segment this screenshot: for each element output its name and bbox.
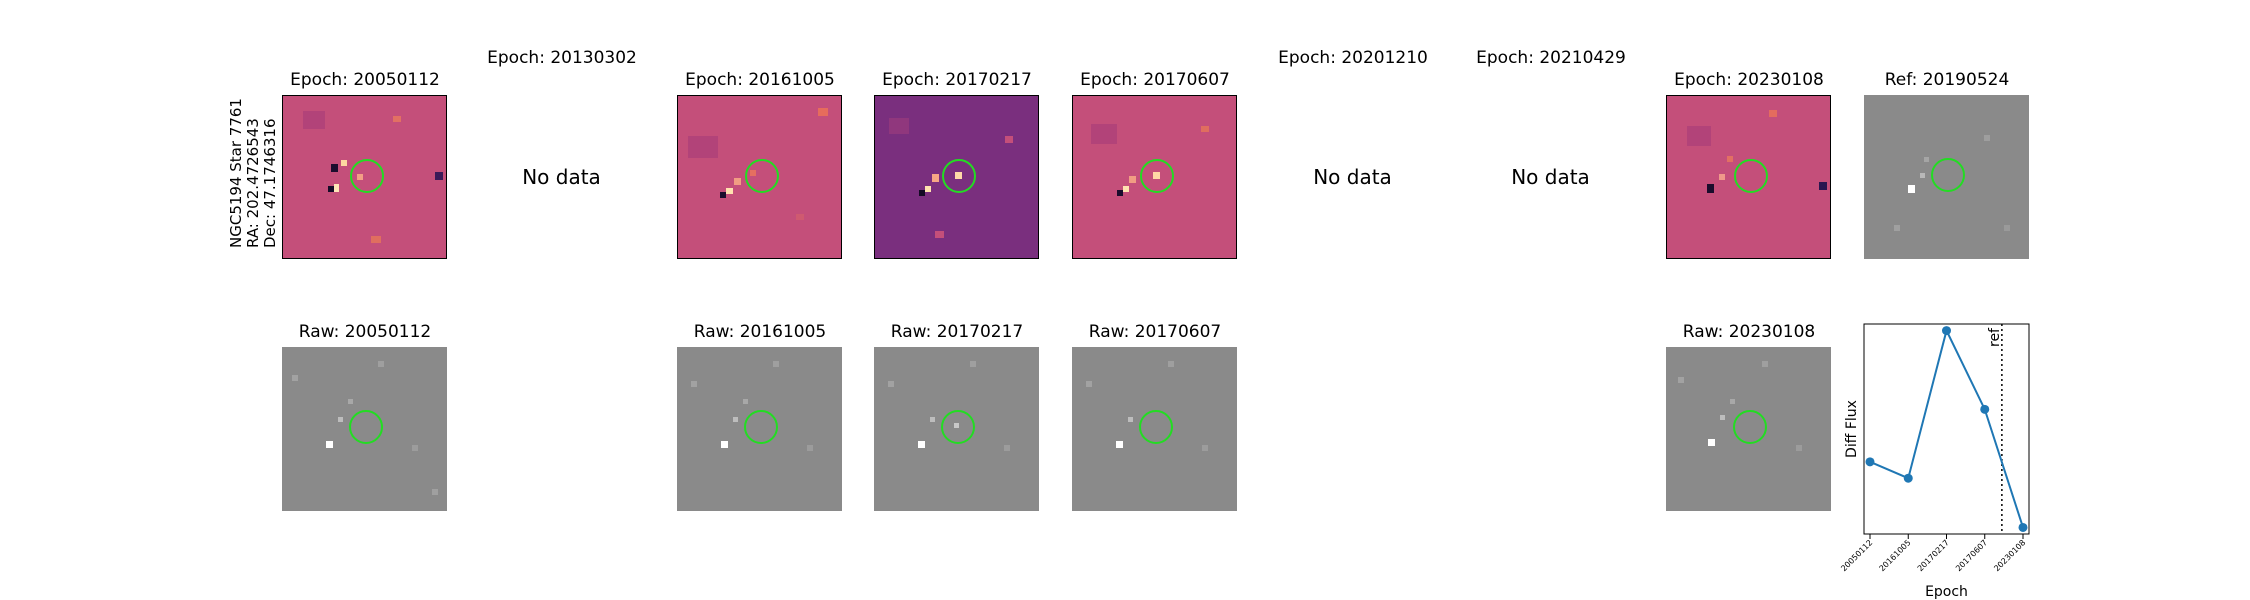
diff-image-1-graphic xyxy=(303,111,443,243)
x-tick-label-20161005: 20161005 xyxy=(1878,538,1913,573)
x-tick-label-20170607: 20170607 xyxy=(1954,538,1989,573)
y-axis-label: Diff Flux xyxy=(1844,400,1860,458)
no-data-20201210: No data xyxy=(1313,165,1392,189)
diff-image-8 xyxy=(1666,95,1831,259)
raw-image-1 xyxy=(282,347,447,511)
data-point-20161005 xyxy=(1903,473,1913,483)
diff-title-7: Epoch: 20210429 xyxy=(1476,48,1626,68)
diff-image-8-graphic xyxy=(1687,110,1827,193)
diff-image-3 xyxy=(677,95,842,259)
raw-image-4-graphic xyxy=(1086,361,1208,451)
diff-image-1 xyxy=(282,95,447,259)
raw-image-2 xyxy=(677,347,842,511)
data-point-20170607 xyxy=(1980,404,1990,414)
plot-frame xyxy=(1863,323,2030,535)
raw-image-3 xyxy=(874,347,1039,511)
raw-title-5: Raw: 20230108 xyxy=(1682,322,1816,342)
raw-title-2: Raw: 20161005 xyxy=(693,322,827,342)
data-point-20050112 xyxy=(1865,457,1875,467)
diff-title-5: Epoch: 20170607 xyxy=(1080,70,1230,90)
series-line xyxy=(1869,327,2024,528)
x-axis-label: Epoch xyxy=(1925,584,1968,600)
diff-title-8: Epoch: 20230108 xyxy=(1674,70,1824,90)
x-tick-label-20050112: 20050112 xyxy=(1840,538,1874,573)
diff-title-4: Epoch: 20170217 xyxy=(882,70,1032,90)
target-name: NGC5194 Star 7761 xyxy=(227,98,245,248)
target-label: NGC5194 Star 7761 RA: 202.4726543 Dec: 4… xyxy=(227,98,279,248)
diff-image-4 xyxy=(874,95,1039,259)
raw-image-5-graphic xyxy=(1678,361,1802,451)
raw-title-1: Raw: 20050112 xyxy=(298,322,432,342)
diff-image-5-graphic xyxy=(1091,124,1209,196)
ref-title: Ref: 20190524 xyxy=(1884,70,2010,90)
target-dec: Dec: 47.1746316 xyxy=(261,118,279,248)
data-point-20230108 xyxy=(2018,522,2028,532)
diff-image-4-graphic xyxy=(889,118,1013,238)
diff-title-1: Epoch: 20050112 xyxy=(290,70,440,90)
target-ra: RA: 202.4726543 xyxy=(244,118,262,248)
diff-title-3: Epoch: 20161005 xyxy=(685,70,835,90)
raw-image-2-graphic xyxy=(691,361,813,451)
no-data-20130302: No data xyxy=(522,165,601,189)
diff-image-5 xyxy=(1072,95,1237,259)
x-tick-label-20230108: 20230108 xyxy=(1992,538,2027,573)
x-tick-label-20170217: 20170217 xyxy=(1916,538,1951,573)
raw-image-1-graphic xyxy=(292,361,438,495)
diff-title-6: Epoch: 20201210 xyxy=(1278,48,1428,68)
light-curve-chart: ref 20050112 20161005 20170217 20170607 20230… xyxy=(1840,323,2030,600)
raw-image-5 xyxy=(1666,347,1831,511)
data-point-20170217 xyxy=(1942,326,1951,336)
ref-image-graphic xyxy=(1894,135,2010,231)
raw-title-3: Raw: 20170217 xyxy=(890,322,1024,342)
no-data-20210429: No data xyxy=(1511,165,1590,189)
raw-image-4 xyxy=(1072,347,1237,511)
ref-image xyxy=(1864,95,2029,259)
diff-title-2: Epoch: 20130302 xyxy=(487,48,637,68)
diff-image-3-graphic xyxy=(688,108,828,220)
raw-image-3-graphic xyxy=(888,361,1010,451)
raw-title-4: Raw: 20170607 xyxy=(1088,322,1222,342)
ref-label: ref xyxy=(1987,327,2003,347)
